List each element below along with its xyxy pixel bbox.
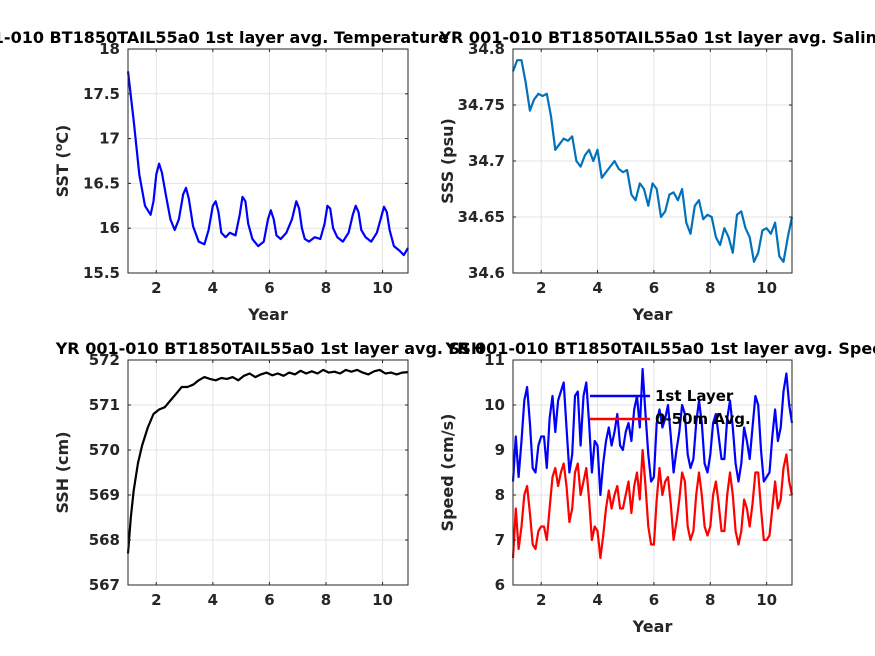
y-tick-label: 16: [99, 219, 120, 237]
legend: 1st Layer 0-50m Avg.: [590, 387, 751, 428]
y-tick-label: 16.5: [83, 174, 120, 192]
x-tick-label: 10: [756, 591, 777, 609]
x-tick-label: 2: [151, 279, 161, 297]
x-tick-label: 4: [208, 279, 218, 297]
x-tick-label: 6: [264, 591, 274, 609]
y-tick-label: 572: [89, 351, 120, 369]
legend-label-2: 0-50m Avg.: [655, 410, 751, 428]
y-tick-label: 34.65: [458, 208, 505, 226]
series-line-1: [511, 367, 794, 497]
y-tick-label: 6: [495, 576, 505, 594]
y-tick-label: 10: [484, 396, 505, 414]
x-tick-label: 2: [536, 279, 546, 297]
x-axis-label: Year: [632, 305, 673, 324]
x-tick-label: 4: [208, 591, 218, 609]
y-tick-label: 34.8: [468, 40, 505, 58]
x-tick-label: 8: [321, 591, 331, 609]
chart-panel-3: 2 4 6 8 10 567 568 569 570 571 572 SSH (cm): [53, 351, 409, 609]
y-tick-label: 34.75: [458, 96, 505, 114]
y-tick-label: 569: [89, 486, 120, 504]
x-tick-label: 6: [649, 279, 659, 297]
chart-title-1: YR 001-010 BT1850TAIL55a0 1st layer avg.…: [0, 28, 449, 47]
y-tick-label: 15.5: [83, 264, 120, 282]
y-tick-label: 570: [89, 441, 120, 459]
x-tick-label: 6: [264, 279, 274, 297]
x-tick-label: 10: [372, 591, 393, 609]
series-line-2: [511, 448, 794, 560]
series-line-1: [511, 59, 794, 263]
chart-panel-2: 2 4 6 8 10 34.6 34.65 34.7 34.75 34.8 Year SSS (psu…: [438, 40, 794, 324]
chart-title-3: YR 001-010 BT1850TAIL55a0 1st layer avg.…: [55, 339, 485, 358]
y-tick-label: 17: [99, 130, 120, 148]
y-tick-label: 567: [89, 576, 120, 594]
y-tick-label: 568: [89, 531, 120, 549]
y-tick-label: 8: [495, 486, 505, 504]
x-tick-label: 8: [321, 279, 331, 297]
x-tick-label: 2: [151, 591, 161, 609]
y-axis-label: SSS (psu): [438, 118, 457, 204]
x-tick-label: 4: [592, 279, 602, 297]
legend-label-1: 1st Layer: [655, 387, 734, 405]
axes-box: [127, 359, 409, 586]
chart-panel-1: 2 4 6 8 10 15.5 16 16.5 17 17.5 18 Year SST (oC): [52, 40, 409, 324]
series-line-1: [126, 71, 409, 257]
y-axis-label: Speed (cm/s): [438, 414, 457, 532]
y-axis-label: SSH (cm): [53, 431, 72, 513]
x-tick-label: 10: [756, 279, 777, 297]
y-axis-label: SST (oC): [52, 125, 73, 198]
axes-box: [512, 359, 793, 586]
x-tick-label: 4: [592, 591, 602, 609]
x-tick-label: 2: [536, 591, 546, 609]
axes-box: [127, 48, 409, 274]
series-line-1: [126, 368, 409, 554]
plot-area: [128, 49, 408, 273]
x-axis-label: Year: [247, 305, 288, 324]
x-tick-label: 8: [705, 279, 715, 297]
chart-panel-4: 2 4 6 8 10 6 7 8 9 10 11 Year Speed (cm/s): [438, 351, 794, 636]
plot-area: [128, 360, 408, 585]
y-tick-label: 9: [495, 441, 505, 459]
y-tick-label: 17.5: [83, 85, 120, 103]
x-tick-label: 8: [705, 591, 715, 609]
y-tick-label: 18: [99, 40, 120, 58]
x-tick-label: 6: [649, 591, 659, 609]
x-tick-label: 10: [372, 279, 393, 297]
x-axis-label: Year: [632, 617, 673, 636]
y-tick-label: 34.6: [468, 264, 505, 282]
y-tick-label: 34.7: [468, 152, 505, 170]
chart-title-2: YR 001-010 BT1850TAIL55a0 1st layer avg.…: [438, 28, 875, 47]
y-tick-label: 7: [495, 531, 505, 549]
y-tick-label: 571: [89, 396, 120, 414]
chart-title-4: YR 001-010 BT1850TAIL55a0 1st layer avg.…: [445, 339, 875, 358]
y-tick-label: 11: [484, 351, 505, 369]
